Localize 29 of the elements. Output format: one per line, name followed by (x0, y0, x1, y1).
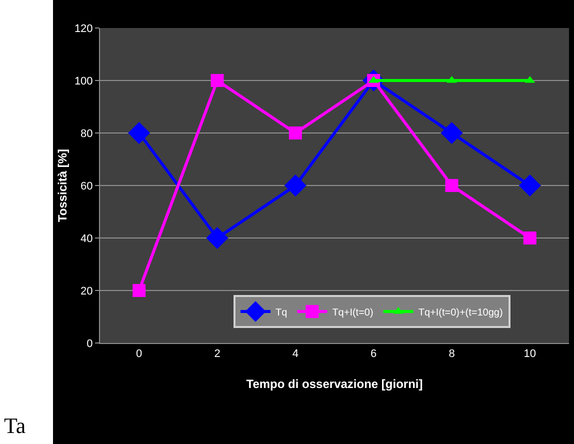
y-axis-title: Tossicità [%] (56, 148, 70, 222)
point (128, 122, 150, 144)
y-tick-label: 20 (80, 285, 93, 298)
point (440, 122, 463, 144)
y-tick-label: 40 (80, 232, 93, 245)
legend-label: Tq (276, 307, 288, 318)
y-tick-label: 0 (86, 338, 93, 350)
point (132, 284, 146, 297)
x-tick-label: 2 (214, 348, 220, 360)
point (445, 179, 458, 192)
point (284, 174, 306, 197)
x-tick-label: 0 (136, 348, 142, 360)
text: Ta (4, 413, 26, 438)
legend-label: Tq+I(t=0)+(t=10gg) (418, 307, 503, 318)
point (523, 232, 536, 244)
y-tick-label: 120 (74, 22, 93, 35)
x-tick-label: 8 (448, 348, 455, 360)
point (210, 74, 224, 87)
point (518, 174, 541, 197)
y-tick-label: 60 (80, 180, 93, 192)
x-tick-label: 6 (370, 348, 377, 360)
legend-label: Tq+I(t=0) (332, 307, 374, 318)
x-axis-title: Tempo di osservazione [giorni] (246, 377, 423, 392)
point (288, 126, 302, 140)
y-tick-label: 80 (80, 128, 93, 140)
point (206, 226, 228, 250)
x-tick-label: 10 (524, 348, 536, 360)
x-tick-label: 4 (292, 348, 298, 360)
y-tick-label: 100 (74, 75, 93, 88)
